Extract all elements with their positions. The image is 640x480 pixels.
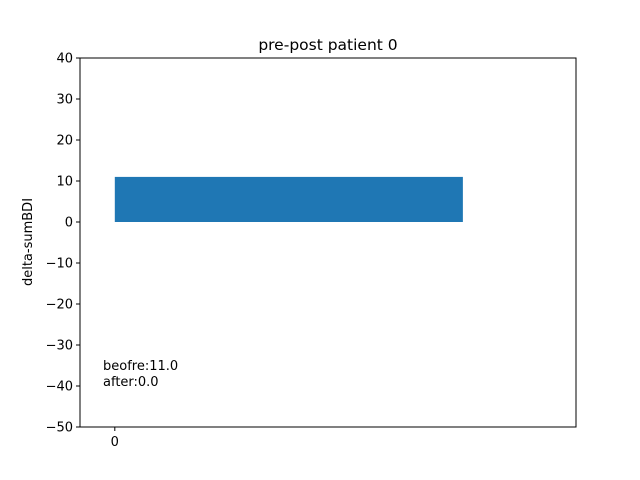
y-tick-label: −30 [46, 339, 73, 354]
annotation-line-0: beofre:11.0 [103, 359, 178, 374]
plot-frame [79, 57, 577, 428]
y-tick-label: −40 [46, 380, 73, 395]
y-tick-label: 30 [56, 93, 73, 108]
y-axis: 40 30 20 10 0 −10 −20 −30 −40 −50 [46, 52, 80, 436]
y-tick-label: 40 [56, 52, 73, 67]
x-tick-label: 0 [111, 435, 119, 450]
y-axis-label: delta-sumBDI [21, 198, 36, 286]
y-tick-label: 20 [56, 134, 73, 149]
y-tick-label: 0 [65, 216, 73, 231]
y-tick-label: 10 [56, 175, 73, 190]
bars-group [114, 176, 463, 222]
x-axis: 0 [111, 427, 119, 450]
y-tick-label: −20 [46, 298, 73, 313]
y-tick-label: −50 [46, 421, 73, 436]
annotation-line-1: after:0.0 [103, 375, 159, 390]
bar-0 [114, 176, 463, 222]
chart-title: pre-post patient 0 [258, 36, 397, 54]
y-tick-label: −10 [46, 257, 73, 272]
